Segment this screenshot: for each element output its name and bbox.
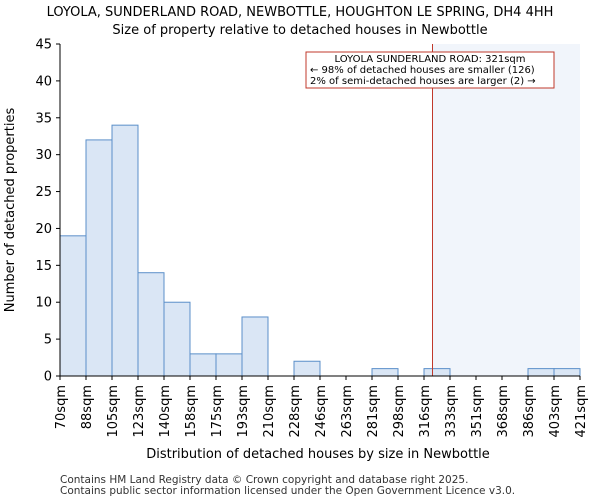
x-tick-label: 281sqm (366, 385, 381, 438)
footer-line-2: Contains public sector information licen… (60, 485, 515, 497)
x-tick-label: 123sqm (132, 385, 147, 438)
x-tick-label: 386sqm (522, 385, 537, 438)
y-axis-label: Number of detached properties (3, 108, 18, 313)
x-tick-label: 403sqm (548, 385, 563, 438)
bar-123sqm (137, 272, 165, 377)
x-tick-label: 246sqm (314, 385, 329, 438)
x-axis-label: Distribution of detached houses by size … (146, 447, 490, 462)
x-tick-label: 175sqm (210, 385, 225, 438)
chart-title: LOYOLA, SUNDERLAND ROAD, NEWBOTTLE, HOUG… (47, 5, 554, 20)
bar-158sqm (189, 353, 217, 377)
y-tick-label: 40 (35, 74, 52, 89)
y-tick-label: 5 (44, 333, 52, 348)
x-tick-label: 228sqm (288, 385, 303, 438)
y-tick-label: 30 (35, 148, 52, 163)
x-tick-label: 210sqm (262, 385, 277, 438)
y-tick-label: 0 (44, 370, 52, 385)
x-tick-label: 333sqm (444, 385, 459, 438)
annotation-line-3: 2% of semi-detached houses are larger (2… (310, 76, 536, 87)
x-tick-label: 316sqm (418, 385, 433, 438)
x-tick-label: 105sqm (106, 385, 121, 438)
bar-105sqm (111, 124, 139, 377)
y-tick-label: 25 (35, 185, 52, 200)
x-tick-label: 421sqm (574, 385, 589, 438)
footer-line-1: Contains HM Land Registry data © Crown c… (60, 474, 468, 486)
bar-316sqm (423, 368, 451, 377)
bar-88sqm (85, 139, 113, 377)
y-tick-label: 15 (35, 259, 52, 274)
bar-175sqm (215, 353, 243, 377)
bar-193sqm (241, 316, 269, 377)
x-tick-label: 140sqm (158, 385, 173, 438)
bars-group (59, 124, 581, 377)
bar-70sqm (59, 235, 87, 377)
annotation-line-1: LOYOLA SUNDERLAND ROAD: 321sqm (334, 54, 525, 65)
bar-281sqm (371, 368, 399, 377)
bar-140sqm (163, 301, 191, 377)
y-tick-label: 20 (35, 222, 52, 237)
x-tick-label: 351sqm (470, 385, 485, 438)
y-ticks-group: 0 5 10 15 20 25 30 35 40 45 (35, 38, 60, 385)
x-tick-label: 368sqm (496, 385, 511, 438)
x-tick-label: 263sqm (340, 385, 355, 438)
bar-228sqm (293, 360, 321, 377)
y-tick-label: 35 (35, 111, 52, 126)
y-tick-label: 45 (35, 38, 52, 53)
larger-region-shade (432, 44, 580, 376)
chart-subtitle: Size of property relative to detached ho… (112, 23, 487, 38)
x-ticks-group: 70sqm 88sqm 105sqm 123sqm 140sqm 158sqm 175sqm… (54, 376, 589, 438)
x-tick-label: 70sqm (54, 385, 69, 429)
annotation-box: LOYOLA SUNDERLAND ROAD: 321sqm ← 98% of … (305, 51, 555, 89)
bar-386sqm (527, 368, 555, 377)
y-tick-label: 10 (35, 296, 52, 311)
x-tick-label: 158sqm (184, 385, 199, 438)
annotation-line-2: ← 98% of detached houses are smaller (12… (310, 65, 535, 76)
x-tick-label: 298sqm (392, 385, 407, 438)
x-tick-label: 88sqm (80, 385, 95, 429)
bar-403sqm (553, 368, 581, 377)
x-tick-label: 193sqm (236, 385, 251, 438)
